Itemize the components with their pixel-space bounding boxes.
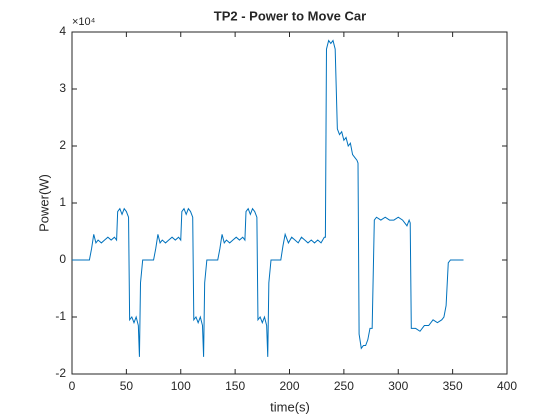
x-tick-label: 100 — [171, 379, 191, 393]
y-axis-label: Power(W) — [36, 174, 51, 232]
x-tick-label: 200 — [279, 379, 299, 393]
x-tick-label: 0 — [69, 379, 76, 393]
y-tick-label: 3 — [59, 81, 66, 95]
x-tick-label: 50 — [120, 379, 134, 393]
data-line — [72, 39, 464, 357]
y-tick-label: 4 — [59, 24, 66, 38]
y-tick-label: 0 — [59, 252, 66, 266]
x-tick-label: 300 — [388, 379, 408, 393]
x-tick-label: 250 — [334, 379, 354, 393]
x-axis-label: time(s) — [270, 399, 310, 414]
chart-title: TP2 - Power to Move Car — [214, 8, 366, 23]
x-tick-label: 350 — [443, 379, 463, 393]
x-tick-label: 150 — [225, 379, 245, 393]
y-tick-label: 1 — [59, 195, 66, 209]
y-tick-label: -1 — [55, 309, 66, 323]
x-tick-label: 400 — [497, 379, 517, 393]
y-tick-label: -2 — [55, 366, 66, 380]
y-exponent: ×10⁴ — [72, 16, 96, 28]
y-tick-label: 2 — [59, 138, 66, 152]
